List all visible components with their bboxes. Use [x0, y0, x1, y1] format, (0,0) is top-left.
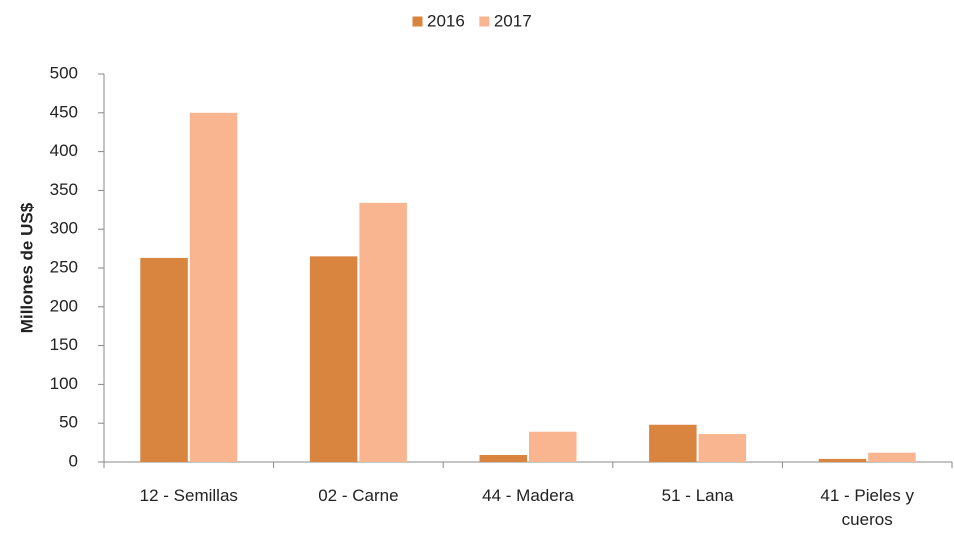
x-tick-label: 41 - Pieles y cueros — [820, 486, 914, 529]
y-tick-label: 400 — [50, 141, 78, 160]
x-tick-label: 51 - Lana — [661, 486, 734, 505]
legend-label: 2016 — [427, 11, 465, 30]
bar — [529, 431, 577, 462]
bar — [818, 458, 867, 462]
y-tick-label: 50 — [59, 413, 78, 432]
y-tick-label: 150 — [50, 335, 78, 354]
y-tick-label: 300 — [50, 219, 78, 238]
y-tick-label: 450 — [50, 102, 78, 121]
x-tick-label: 44 - Madera — [482, 486, 574, 505]
legend-label: 2017 — [494, 11, 532, 30]
y-tick-label: 500 — [50, 63, 78, 82]
x-tick-label: 12 - Semillas — [139, 486, 238, 505]
y-tick-label: 250 — [50, 257, 78, 276]
bar — [649, 424, 697, 462]
bar — [140, 257, 188, 462]
bar — [309, 256, 358, 462]
bar — [868, 452, 916, 462]
y-axis-label: Millones de US$ — [17, 202, 36, 333]
bar — [359, 202, 407, 463]
y-tick-label: 200 — [50, 296, 78, 315]
bar — [698, 434, 747, 462]
y-tick-label: 0 — [69, 451, 78, 470]
legend-swatch — [411, 15, 424, 28]
bar — [479, 455, 527, 462]
bar — [189, 112, 238, 463]
legend-swatch — [478, 15, 491, 28]
x-tick-label: 02 - Carne — [318, 486, 399, 505]
y-tick-label: 350 — [50, 180, 78, 199]
y-tick-label: 100 — [50, 374, 78, 393]
